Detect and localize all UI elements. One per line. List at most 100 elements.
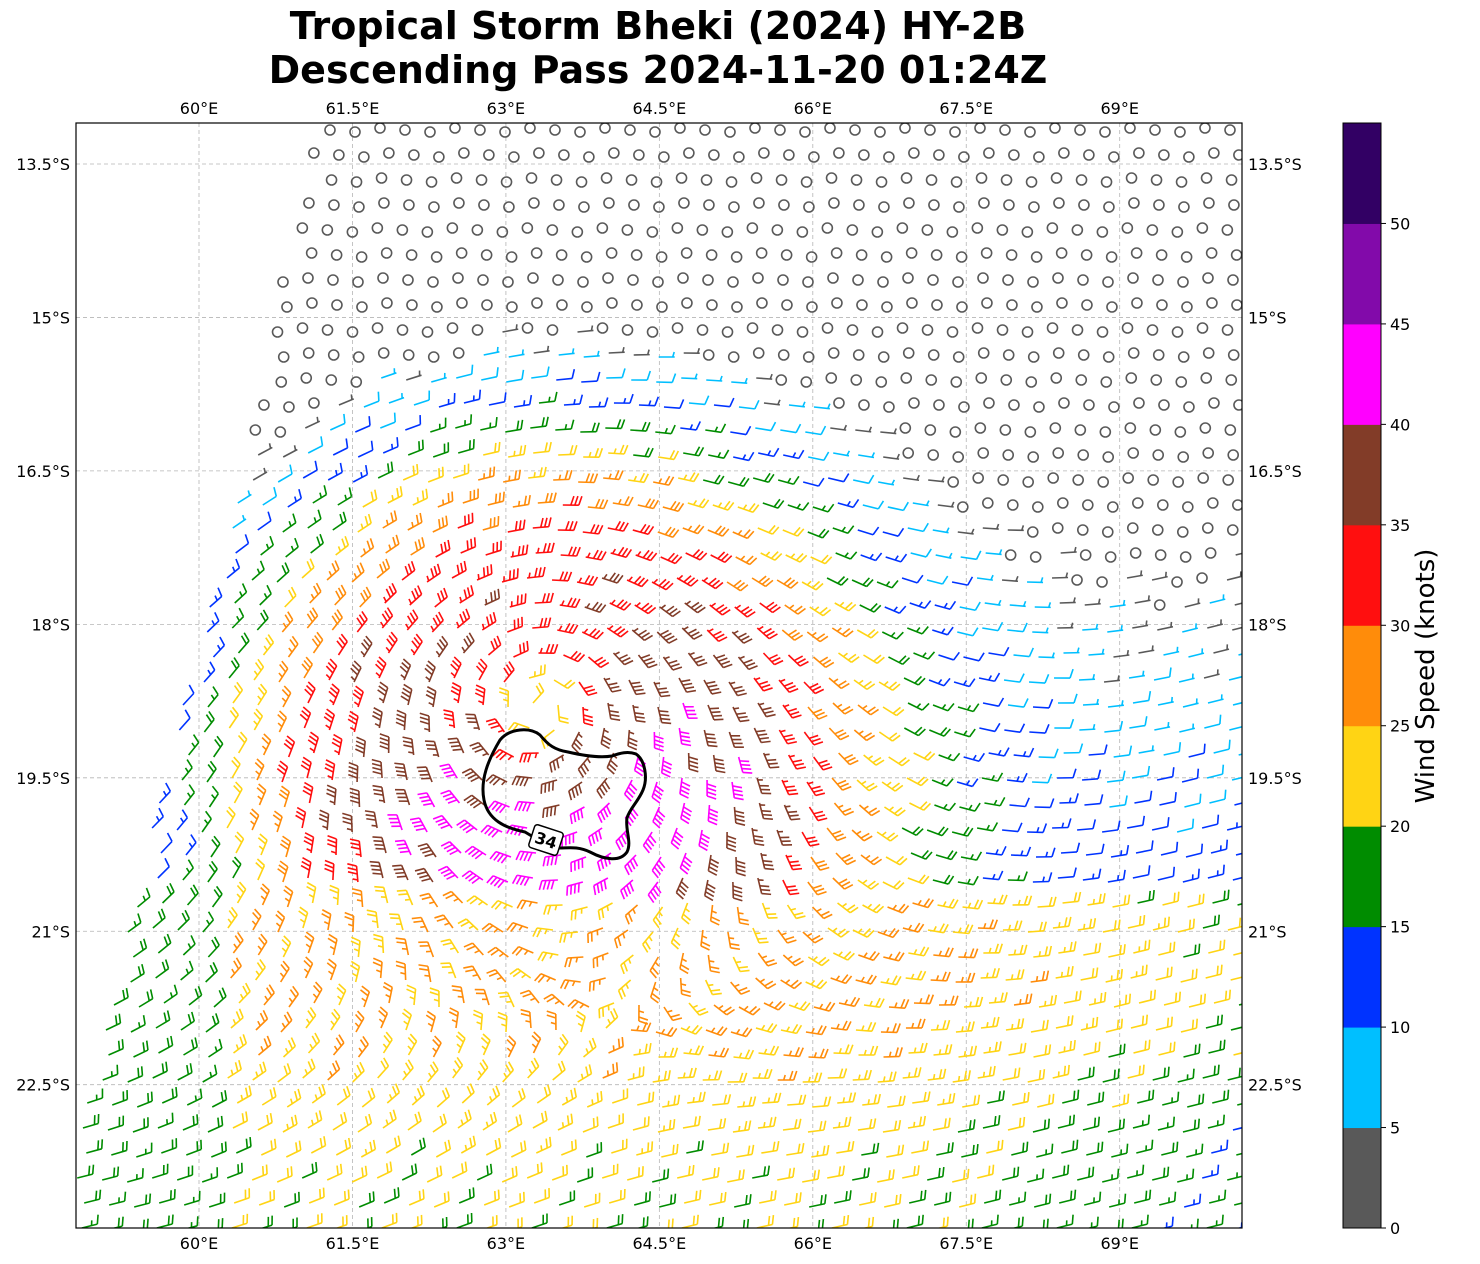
wind-barb [182,935,196,956]
wind-barb [351,1165,368,1183]
wind-barb [284,586,297,608]
wind-barb [335,1215,348,1228]
wind-barb [1152,349,1165,361]
wind-barb [877,1169,895,1183]
wind-barb [709,904,721,926]
wind-barb [440,789,461,804]
wind-barb [958,1045,978,1058]
wind-barb [597,802,612,823]
wind-barb [1208,1189,1227,1204]
wind-barb [1212,889,1230,904]
wind-barb [856,299,868,311]
wind-barb [883,453,900,460]
wind-barb [1025,176,1038,188]
wind-barb [602,272,614,284]
wind-barb [583,350,600,358]
wind-barb [277,351,290,363]
wind-barb [418,964,432,983]
wind-barb [786,904,806,920]
wind-barb [580,422,600,433]
wind-barb [1059,793,1079,804]
wind-barb [759,601,781,614]
colorbar-tick-label: 30 [1390,616,1410,635]
wind-barb [559,979,581,990]
wind-barb [1124,123,1136,134]
wind-barb [681,1214,699,1228]
wind-barb [832,877,854,890]
wind-barb [607,520,629,532]
wind-barb [82,1113,100,1129]
wind-barb [570,856,587,873]
wind-barb [582,1116,599,1133]
wind-barb [1224,124,1236,136]
wind-barb [328,199,340,211]
wind-barb [853,474,875,485]
wind-barb [801,580,824,591]
wind-barb [427,1061,439,1083]
wind-barb [858,1045,879,1056]
wind-barb [783,1047,804,1058]
wind-barb [755,977,777,990]
wind-barb [931,299,943,311]
wind-barb [1022,476,1034,488]
wind-barb [1096,326,1109,338]
wind-barb [808,806,828,822]
wind-barb [776,577,799,589]
wind-barb [706,375,723,382]
colorbar-tick-label: 35 [1390,516,1410,535]
wind-barb [596,222,609,234]
wind-barb [1057,497,1069,509]
wind-barb [1033,151,1045,163]
wind-barb [858,804,881,817]
wind-barb [477,466,496,481]
wind-barb [349,126,361,138]
wind-barb [402,736,415,756]
wind-barb [1131,1214,1149,1228]
wind-barb [261,1087,277,1106]
lat-tick-label-left: 18°S [31,615,70,634]
wind-barb [508,151,520,163]
wind-barb [311,1084,326,1104]
wind-barb [699,124,711,136]
wind-barb [1007,871,1028,882]
wind-barb [750,172,763,184]
wind-barb [1171,226,1184,238]
wind-barb [930,249,943,261]
wind-barb [394,788,411,806]
wind-barb [1077,1166,1095,1181]
wind-barb [652,806,666,829]
wind-barb [182,1114,199,1131]
wind-barb [932,874,955,885]
wind-barb [431,301,443,313]
wind-barb [338,394,355,406]
wind-barb [182,684,195,706]
wind-barb [1058,397,1070,409]
wind-barb [474,684,486,706]
wind-barb [287,635,299,658]
wind-barb [1002,449,1015,461]
wind-barb [457,1109,472,1129]
wind-barb [1235,852,1242,856]
wind-barb [633,1191,651,1206]
wind-barb [876,580,899,589]
wind-barb [757,702,776,718]
wind-barb [831,1214,850,1228]
wind-barb [908,147,920,159]
wind-barb [326,560,340,581]
wind-barb [680,1024,703,1035]
wind-barb [514,800,535,812]
wind-barb [976,822,999,832]
wind-barb [1107,700,1124,708]
wind-barb [1060,842,1081,854]
wind-barb [508,444,527,458]
colorbar-bin [1343,1127,1381,1229]
wind-barb [607,1113,624,1129]
wind-barb [1230,1024,1242,1031]
wind-barb [725,176,738,188]
wind-barb [311,631,324,654]
wind-barb [852,349,865,361]
wind-barb [161,1138,178,1154]
wind-barb [855,974,877,985]
wind-barb [986,1139,1004,1154]
wind-barb [1182,623,1199,633]
